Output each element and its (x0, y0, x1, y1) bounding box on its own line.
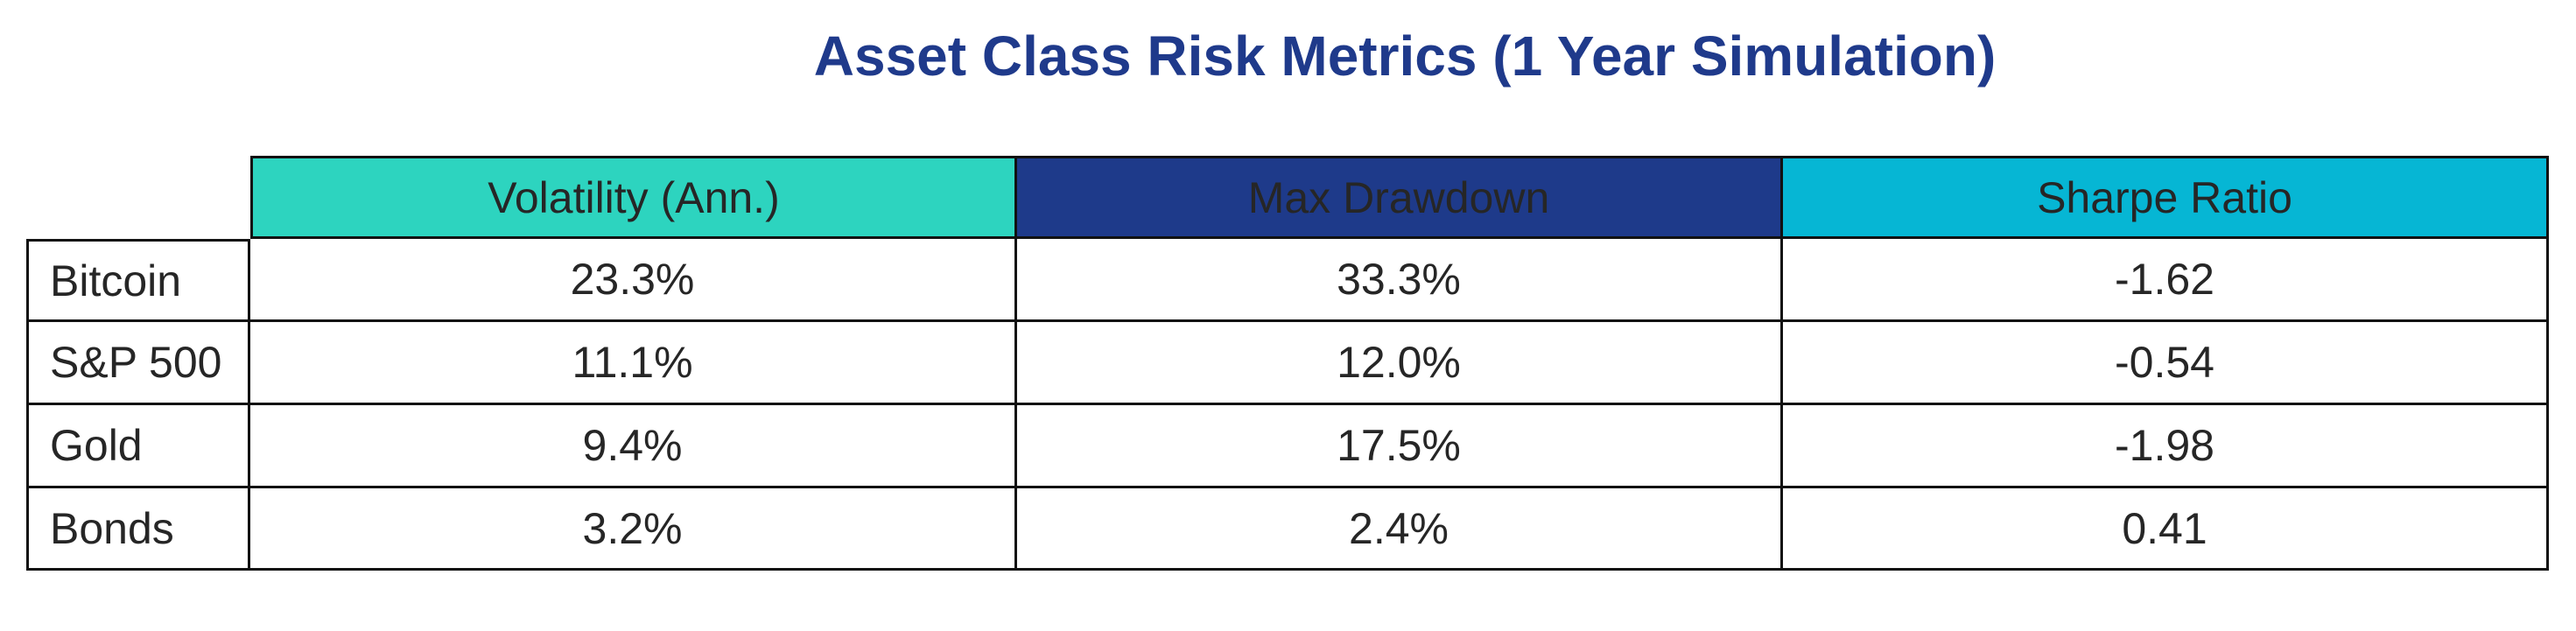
row-label-gold: Gold (26, 405, 250, 488)
table-corner-blank (26, 156, 250, 239)
row-label-bitcoin: Bitcoin (26, 239, 250, 322)
column-header-volatility: Volatility (Ann.) (250, 156, 1017, 239)
cell-gold-max-drawdown: 17.5% (1017, 405, 1783, 488)
column-header-sharpe-ratio: Sharpe Ratio (1783, 156, 2549, 239)
cell-bonds-volatility: 3.2% (250, 488, 1017, 571)
chart-title: Asset Class Risk Metrics (1 Year Simulat… (813, 25, 1997, 88)
cell-bitcoin-max-drawdown: 33.3% (1017, 239, 1783, 322)
cell-bitcoin-sharpe-ratio: -1.62 (1783, 239, 2549, 322)
column-header-max-drawdown: Max Drawdown (1017, 156, 1783, 239)
row-label-sp500: S&P 500 (26, 322, 250, 405)
cell-sp500-sharpe-ratio: -0.54 (1783, 322, 2549, 405)
risk-metrics-table: Volatility (Ann.) Max Drawdown Sharpe Ra… (26, 156, 2549, 571)
cell-sp500-max-drawdown: 12.0% (1017, 322, 1783, 405)
cell-bonds-sharpe-ratio: 0.41 (1783, 488, 2549, 571)
cell-bitcoin-volatility: 23.3% (250, 239, 1017, 322)
row-label-bonds: Bonds (26, 488, 250, 571)
cell-gold-sharpe-ratio: -1.98 (1783, 405, 2549, 488)
cell-gold-volatility: 9.4% (250, 405, 1017, 488)
cell-bonds-max-drawdown: 2.4% (1017, 488, 1783, 571)
cell-sp500-volatility: 11.1% (250, 322, 1017, 405)
